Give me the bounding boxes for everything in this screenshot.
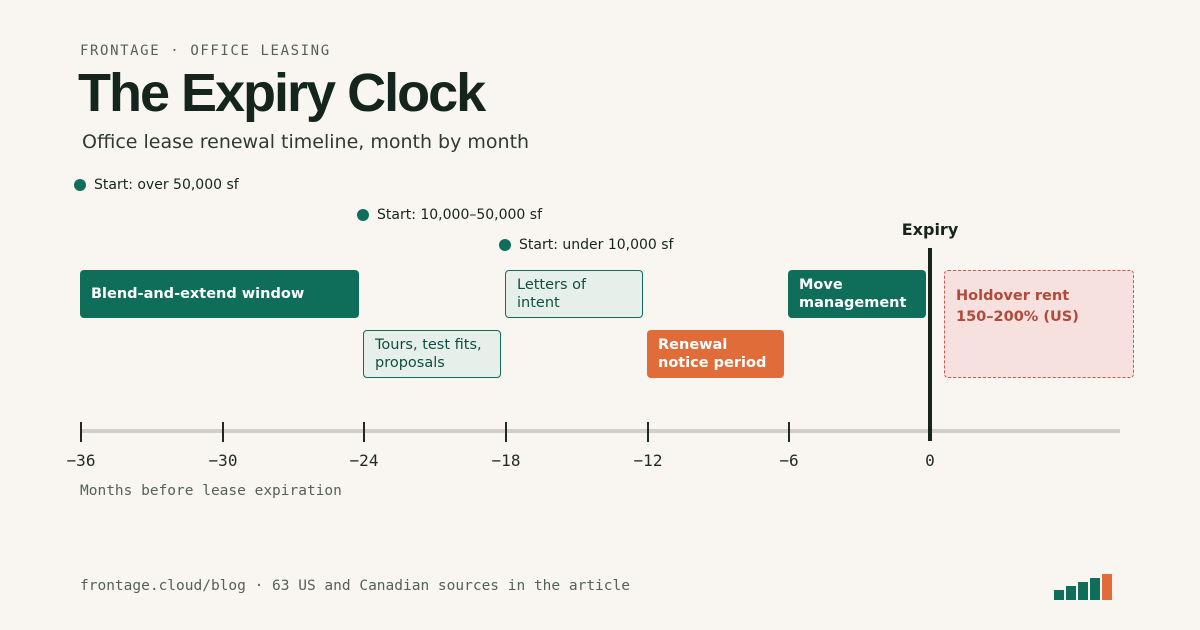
phase-blend-and-extend: Blend-and-extend window xyxy=(80,270,359,318)
expiry-label: Expiry xyxy=(901,220,959,239)
axis-tick xyxy=(647,422,649,442)
axis-tick-label: −18 xyxy=(491,451,521,470)
start-dot-icon xyxy=(357,209,369,221)
axis-tick-label: −6 xyxy=(779,451,799,470)
footer-source: frontage.cloud/blog · 63 US and Canadian… xyxy=(80,578,630,594)
axis-tick-label: −12 xyxy=(633,451,663,470)
start-marker-label: Start: 10,000–50,000 sf xyxy=(377,207,543,223)
start-marker-label: Start: over 50,000 sf xyxy=(94,177,239,193)
axis-tick xyxy=(505,422,507,442)
phase-label: Letters of intent xyxy=(517,277,587,311)
axis-title: Months before lease expiration xyxy=(80,483,342,499)
axis-tick-label: −30 xyxy=(208,451,238,470)
phase-renewal-notice: Renewal notice period xyxy=(647,330,784,378)
phase-tours-proposals: Tours, test fits, proposals xyxy=(363,330,501,378)
expiry-line xyxy=(928,248,932,441)
axis-tick xyxy=(788,422,790,442)
axis-tick-label: 0 xyxy=(925,451,935,470)
axis-tick-label: −24 xyxy=(349,451,379,470)
timeline-axis xyxy=(80,429,1120,433)
start-marker-large: Start: over 50,000 sf xyxy=(74,176,239,194)
start-marker-medium: Start: 10,000–50,000 sf xyxy=(357,206,542,224)
bar-chart-logo-icon xyxy=(1054,574,1120,600)
axis-tick xyxy=(363,422,365,442)
phase-letters-of-intent: Letters of intent xyxy=(505,270,643,318)
phase-holdover-rent: Holdover rent 150–200% (US) xyxy=(944,270,1134,378)
start-dot-icon xyxy=(74,179,86,191)
phase-move-management: Move management xyxy=(788,270,926,318)
axis-tick xyxy=(80,422,82,442)
phase-label: Tours, test fits, proposals xyxy=(375,337,482,371)
phase-label: Holdover rent 150–200% (US) xyxy=(956,288,1079,325)
phase-label: Move management xyxy=(799,277,907,311)
page-title: The Expiry Clock xyxy=(78,63,486,123)
start-marker-small: Start: under 10,000 sf xyxy=(499,236,673,254)
start-dot-icon xyxy=(499,239,511,251)
phase-label: Renewal notice period xyxy=(658,337,767,371)
eyebrow: FRONTAGE · OFFICE LEASING xyxy=(80,43,331,59)
axis-tick xyxy=(222,422,224,442)
start-marker-label: Start: under 10,000 sf xyxy=(519,237,674,253)
axis-tick-label: −36 xyxy=(66,451,96,470)
page-subtitle: Office lease renewal timeline, month by … xyxy=(82,131,530,153)
phase-label: Blend-and-extend window xyxy=(91,286,305,302)
